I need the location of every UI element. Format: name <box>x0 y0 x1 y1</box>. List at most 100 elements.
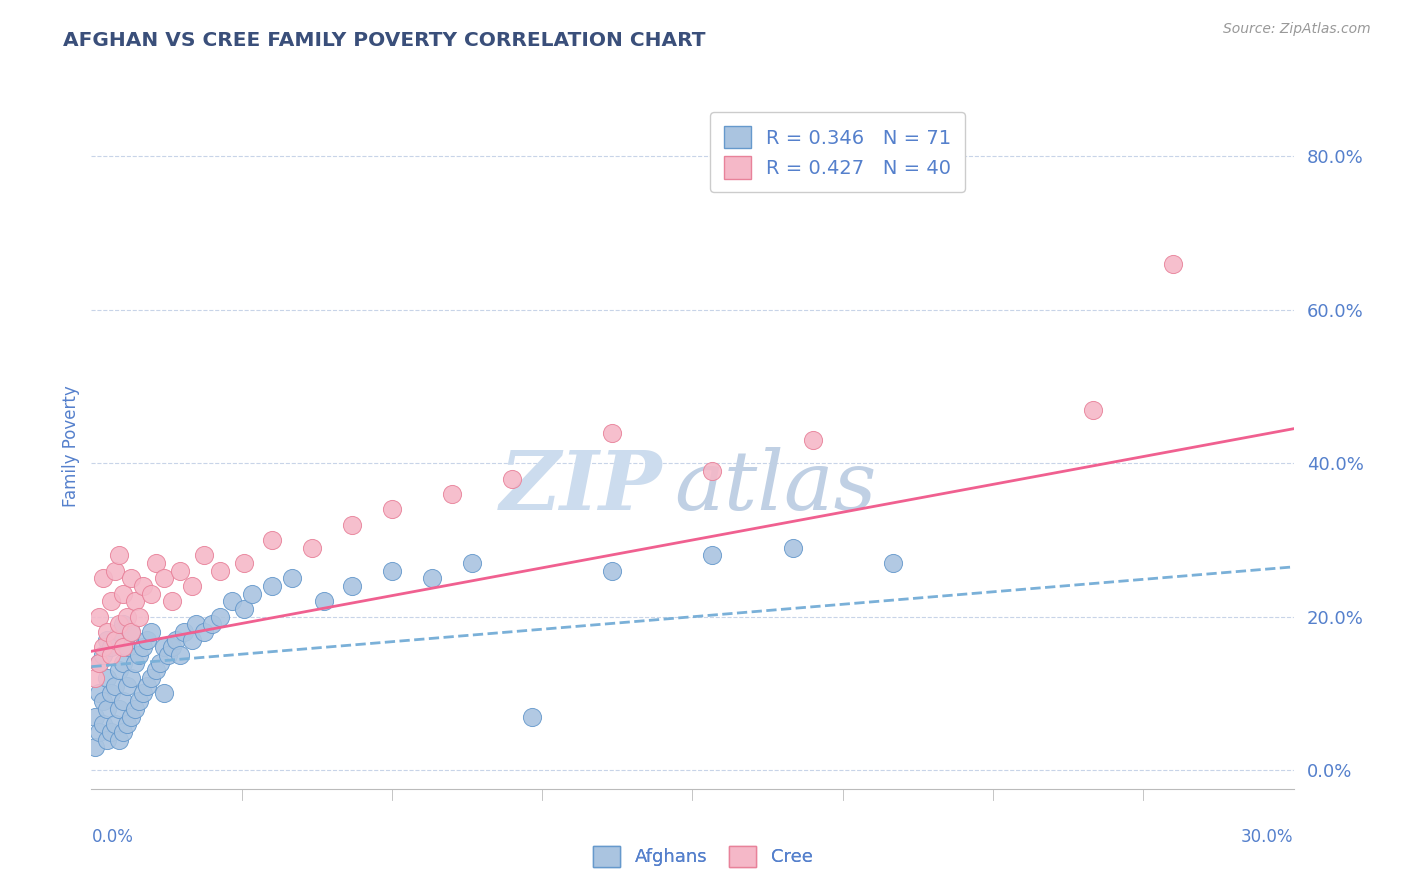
Point <box>156 648 179 662</box>
Point <box>112 694 135 708</box>
Point <box>117 609 139 624</box>
Point <box>93 694 115 708</box>
Legend: R = 0.346   N = 71, R = 0.427   N = 40: R = 0.346 N = 71, R = 0.427 N = 40 <box>710 112 966 192</box>
Point <box>169 648 191 662</box>
Point <box>100 648 122 662</box>
Point <box>104 632 127 647</box>
Point <box>165 632 187 647</box>
Point <box>522 709 544 723</box>
Point <box>124 702 146 716</box>
Point <box>93 648 115 662</box>
Point <box>1083 402 1105 417</box>
Point <box>121 571 143 585</box>
Point <box>148 656 170 670</box>
Point <box>96 732 118 747</box>
Text: Source: ZipAtlas.com: Source: ZipAtlas.com <box>1223 22 1371 37</box>
Point <box>169 564 191 578</box>
Point <box>602 425 624 440</box>
Point <box>232 602 254 616</box>
Point <box>89 686 111 700</box>
Point <box>124 594 146 608</box>
Point <box>461 556 484 570</box>
Point <box>100 724 122 739</box>
Point <box>132 640 155 655</box>
Point <box>93 717 115 731</box>
Point <box>240 587 263 601</box>
Point <box>260 533 283 547</box>
Point <box>160 594 183 608</box>
Text: AFGHAN VS CREE FAMILY POVERTY CORRELATION CHART: AFGHAN VS CREE FAMILY POVERTY CORRELATIO… <box>63 31 706 50</box>
Point <box>121 625 143 640</box>
Point <box>260 579 283 593</box>
Point <box>100 640 122 655</box>
Point <box>121 671 143 685</box>
Point <box>381 564 404 578</box>
Point <box>104 632 127 647</box>
Point <box>145 664 167 678</box>
Point <box>420 571 443 585</box>
Point <box>96 632 118 647</box>
Point <box>108 549 131 563</box>
Point <box>89 609 111 624</box>
Point <box>108 617 131 632</box>
Point <box>782 541 804 555</box>
Point <box>232 556 254 570</box>
Point <box>89 656 111 670</box>
Point <box>312 594 335 608</box>
Point <box>89 724 111 739</box>
Point <box>152 571 174 585</box>
Point <box>124 656 146 670</box>
Text: ZIP: ZIP <box>499 447 662 527</box>
Point <box>96 702 118 716</box>
Point <box>702 549 724 563</box>
Point <box>152 686 174 700</box>
Point <box>93 640 115 655</box>
Point <box>117 717 139 731</box>
Point <box>160 640 183 655</box>
Point <box>96 625 118 640</box>
Point <box>112 617 135 632</box>
Point <box>180 579 202 593</box>
Point <box>100 686 122 700</box>
Point <box>104 564 127 578</box>
Text: 30.0%: 30.0% <box>1241 828 1294 846</box>
Point <box>136 632 159 647</box>
Point <box>882 556 904 570</box>
Text: 0.0%: 0.0% <box>91 828 134 846</box>
Point <box>440 487 463 501</box>
Point <box>180 632 202 647</box>
Point <box>281 571 304 585</box>
Text: atlas: atlas <box>675 447 877 527</box>
Point <box>193 625 215 640</box>
Point <box>112 587 135 601</box>
Point <box>152 640 174 655</box>
Point <box>340 579 363 593</box>
Point <box>84 709 107 723</box>
Point <box>702 464 724 478</box>
Point <box>340 517 363 532</box>
Point <box>104 717 127 731</box>
Point <box>84 671 107 685</box>
Point <box>201 617 224 632</box>
Point <box>108 625 131 640</box>
Point <box>1163 257 1185 271</box>
Point <box>301 541 323 555</box>
Point <box>104 679 127 693</box>
Point <box>132 579 155 593</box>
Point <box>96 671 118 685</box>
Point <box>141 625 163 640</box>
Point <box>84 740 107 755</box>
Point <box>801 434 824 448</box>
Point <box>108 664 131 678</box>
Point <box>184 617 207 632</box>
Point <box>121 625 143 640</box>
Point <box>93 571 115 585</box>
Point <box>221 594 243 608</box>
Point <box>100 594 122 608</box>
Point <box>145 556 167 570</box>
Point <box>132 686 155 700</box>
Point <box>208 609 231 624</box>
Point <box>173 625 195 640</box>
Point <box>141 671 163 685</box>
Point <box>602 564 624 578</box>
